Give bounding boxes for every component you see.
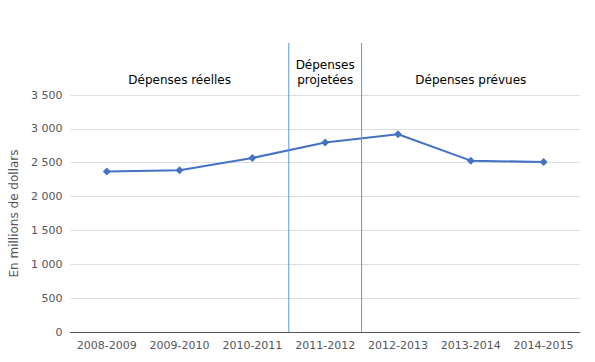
svg-text:2014-2015: 2014-2015 — [514, 339, 574, 352]
svg-text:0: 0 — [55, 326, 62, 339]
svg-text:1 500: 1 500 — [31, 224, 63, 237]
svg-text:2009-2010: 2009-2010 — [150, 339, 210, 352]
svg-text:2 500: 2 500 — [31, 156, 63, 169]
svg-text:2010-2011: 2010-2011 — [222, 339, 282, 352]
svg-text:3 000: 3 000 — [31, 122, 63, 135]
svg-text:2012-2013: 2012-2013 — [368, 339, 428, 352]
svg-text:2 000: 2 000 — [31, 190, 63, 203]
svg-text:2013-2014: 2013-2014 — [441, 339, 501, 352]
svg-text:Dépenses réelles: Dépenses réelles — [128, 73, 231, 87]
svg-text:2008-2009: 2008-2009 — [77, 339, 137, 352]
svg-text:projetées: projetées — [297, 73, 353, 87]
svg-text:Dépenses prévues: Dépenses prévues — [415, 73, 526, 87]
svg-text:3 500: 3 500 — [31, 89, 63, 102]
svg-text:1 000: 1 000 — [31, 258, 63, 271]
svg-text:2011-2012: 2011-2012 — [295, 339, 355, 352]
svg-text:500: 500 — [41, 292, 62, 305]
svg-text:Dépenses: Dépenses — [296, 58, 355, 72]
svg-text:En millions de dollars: En millions de dollars — [7, 149, 21, 277]
